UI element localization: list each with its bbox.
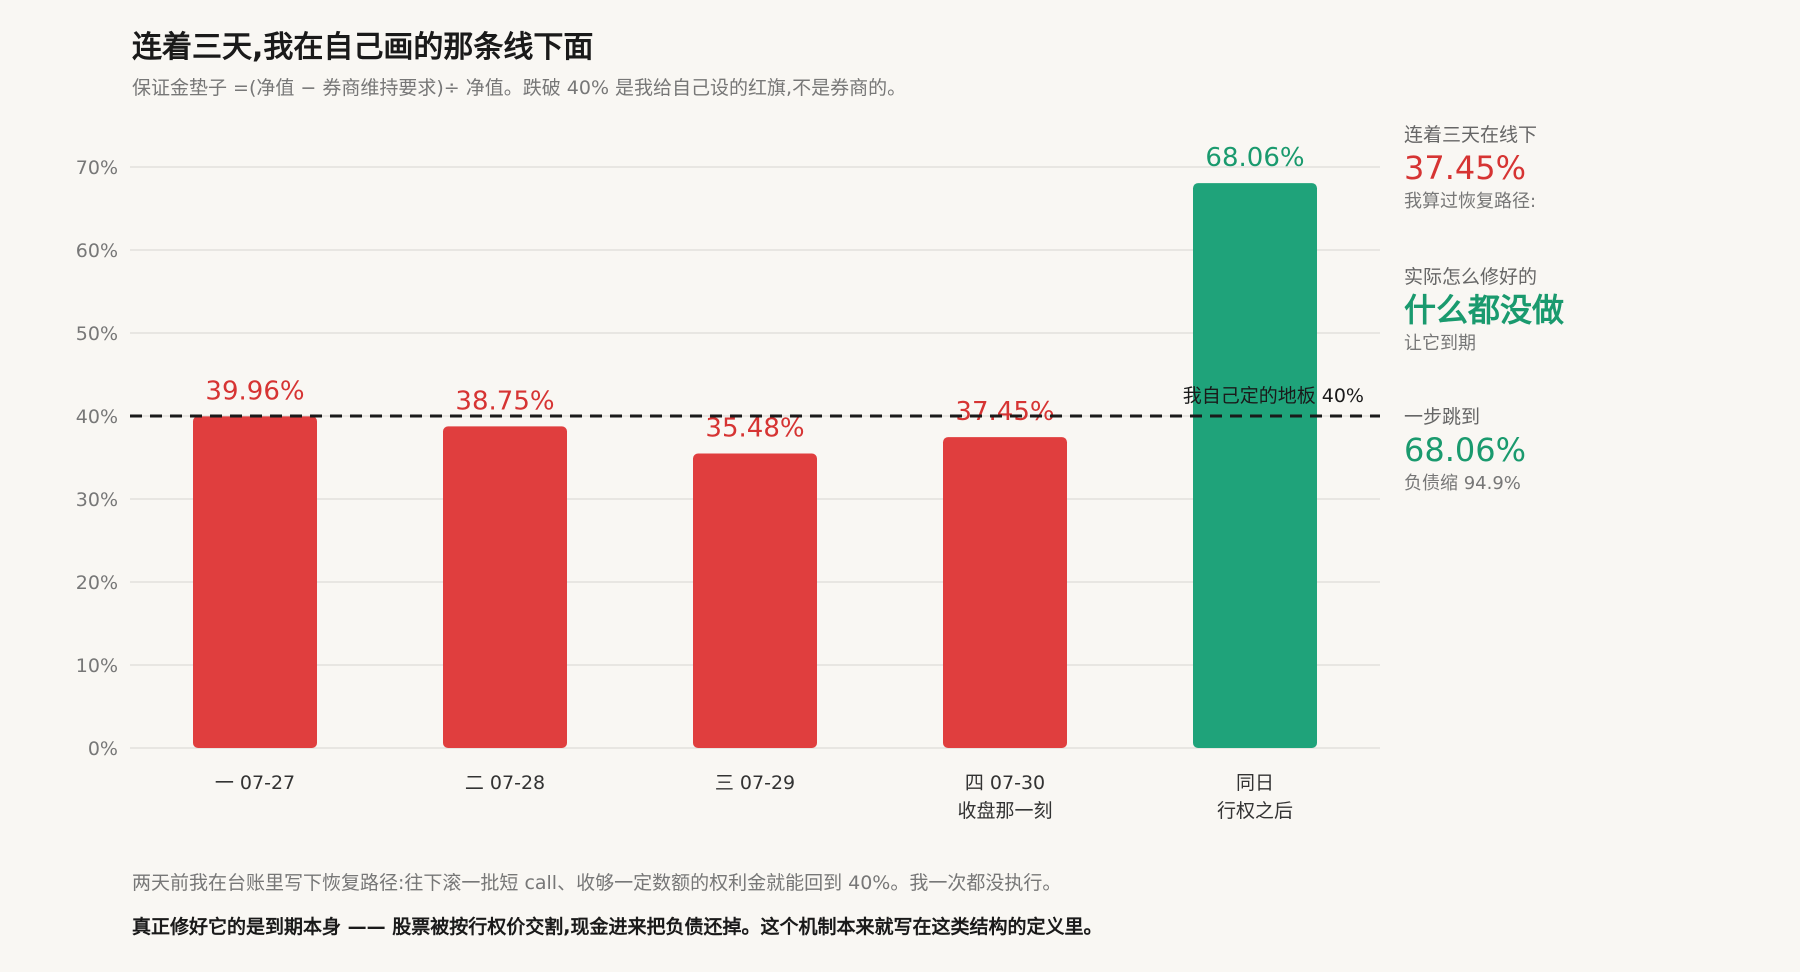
side-note-expire: 让它到期 xyxy=(1404,332,1476,354)
side-value-how-fixed: 什么都没做 xyxy=(1404,290,1565,329)
x-tick-label: 二 07-28 xyxy=(465,772,545,794)
bar xyxy=(443,426,567,748)
side-value-below-line: 37.45% xyxy=(1404,148,1527,187)
x-tick-label: 收盘那一刻 xyxy=(957,800,1052,822)
y-tick-label: 30% xyxy=(76,489,118,511)
x-tick-label: 行权之后 xyxy=(1217,800,1293,822)
side-block-below-line: 连着三天在线下 37.45% 我算过恢复路径: xyxy=(1404,124,1784,213)
bar xyxy=(1193,183,1317,749)
footer-note-recovery: 两天前我在台账里写下恢复路径:往下滚一批短 call、收够一定数额的权利金就能回… xyxy=(132,872,1062,894)
side-note-debt-shrink: 负债缩 94.9% xyxy=(1404,472,1521,494)
page-title: 连着三天,我在自己画的那条线下面 xyxy=(132,30,594,65)
x-tick-label: 四 07-30 xyxy=(965,772,1045,794)
page-subtitle: 保证金垫子 =(净值 − 券商维持要求)÷ 净值。跌破 40% 是我给自己设的红… xyxy=(132,77,907,99)
bar xyxy=(693,453,817,748)
y-tick-label: 20% xyxy=(76,572,118,594)
y-tick-label: 40% xyxy=(76,406,118,428)
y-tick-label: 10% xyxy=(76,655,118,677)
bar-value-label: 38.75% xyxy=(455,386,554,416)
threshold-label: 我自己定的地板 40% xyxy=(1183,385,1364,407)
x-tick-label: 三 07-29 xyxy=(715,772,795,794)
side-block-jump: 一步跳到 68.06% 负债缩 94.9% xyxy=(1404,406,1784,495)
side-block-how-fixed: 实际怎么修好的 什么都没做 让它到期 xyxy=(1404,266,1784,355)
side-value-jump: 68.06% xyxy=(1404,430,1527,469)
bar xyxy=(943,437,1067,748)
bar-value-label: 35.48% xyxy=(705,414,804,444)
y-tick-label: 70% xyxy=(76,157,118,179)
y-tick-label: 50% xyxy=(76,323,118,345)
bar-value-label: 39.96% xyxy=(205,376,304,406)
side-label-how-fixed: 实际怎么修好的 xyxy=(1404,266,1538,288)
x-tick-label: 同日 xyxy=(1236,772,1274,794)
bar-value-label: 68.06% xyxy=(1205,143,1304,173)
footer-note-expiry: 真正修好它的是到期本身 —— 股票被按行权价交割,现金进来把负债还掉。这个机制本… xyxy=(132,916,1103,938)
side-label-jump: 一步跳到 xyxy=(1404,406,1481,428)
side-note-recovery-path: 我算过恢复路径: xyxy=(1404,190,1537,212)
side-label-below-line: 连着三天在线下 xyxy=(1404,124,1538,146)
y-tick-label: 60% xyxy=(76,240,118,262)
x-tick-label: 一 07-27 xyxy=(215,772,295,794)
bar-value-label: 37.45% xyxy=(955,397,1054,427)
y-tick-label: 0% xyxy=(88,738,118,760)
bar xyxy=(193,416,317,748)
